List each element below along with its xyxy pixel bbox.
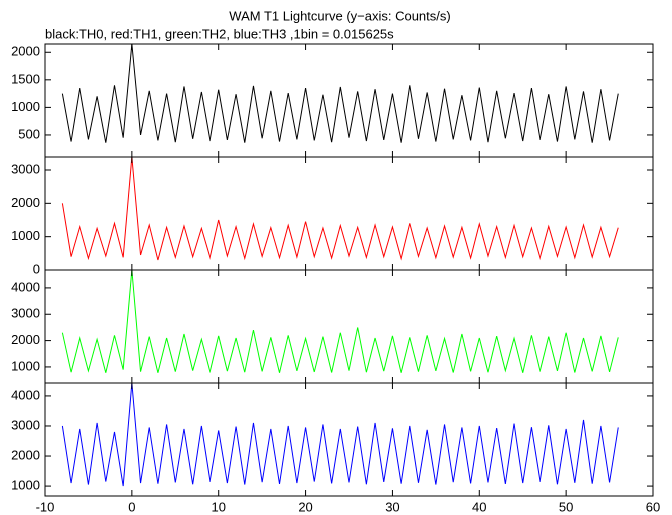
y-tick-label: 1500 <box>11 71 40 86</box>
x-tick-label: 50 <box>559 499 573 514</box>
y-tick-label: 2000 <box>11 332 40 347</box>
y-tick-label: 1000 <box>11 358 40 373</box>
x-tick-label: 40 <box>472 499 486 514</box>
y-tick-label: 2000 <box>11 447 40 462</box>
x-tick-label: 20 <box>298 499 312 514</box>
y-tick-label: 3000 <box>11 306 40 321</box>
series-line <box>61 44 619 143</box>
y-tick-label: 500 <box>18 126 40 141</box>
x-tick-label: 10 <box>211 499 225 514</box>
x-tick-label: 0 <box>128 499 135 514</box>
panel-frame <box>44 156 654 271</box>
y-tick-label: 0 <box>33 261 40 276</box>
y-tick-label: 3000 <box>11 417 40 432</box>
series-line <box>61 157 619 261</box>
x-tick-label: -10 <box>36 499 55 514</box>
y-tick-label: 2000 <box>11 195 40 210</box>
y-tick-label: 1000 <box>11 99 40 114</box>
panel-frame <box>44 43 654 158</box>
series-line <box>61 270 619 373</box>
y-tick-label: 4000 <box>11 279 40 294</box>
y-tick-label: 1000 <box>11 228 40 243</box>
chart-title: WAM T1 Lightcurve (y−axis: Counts/s) <box>229 8 450 23</box>
panel-frame <box>44 382 654 497</box>
x-tick-label: 60 <box>646 499 660 514</box>
y-tick-label: 3000 <box>11 161 40 176</box>
y-tick-label: 4000 <box>11 387 40 402</box>
y-tick-label: 1000 <box>11 478 40 493</box>
series-line <box>61 383 619 487</box>
y-tick-label: 2000 <box>11 44 40 59</box>
chart-subtitle: black:TH0, red:TH1, green:TH2, blue:TH3 … <box>45 26 394 41</box>
x-tick-label: 30 <box>385 499 399 514</box>
